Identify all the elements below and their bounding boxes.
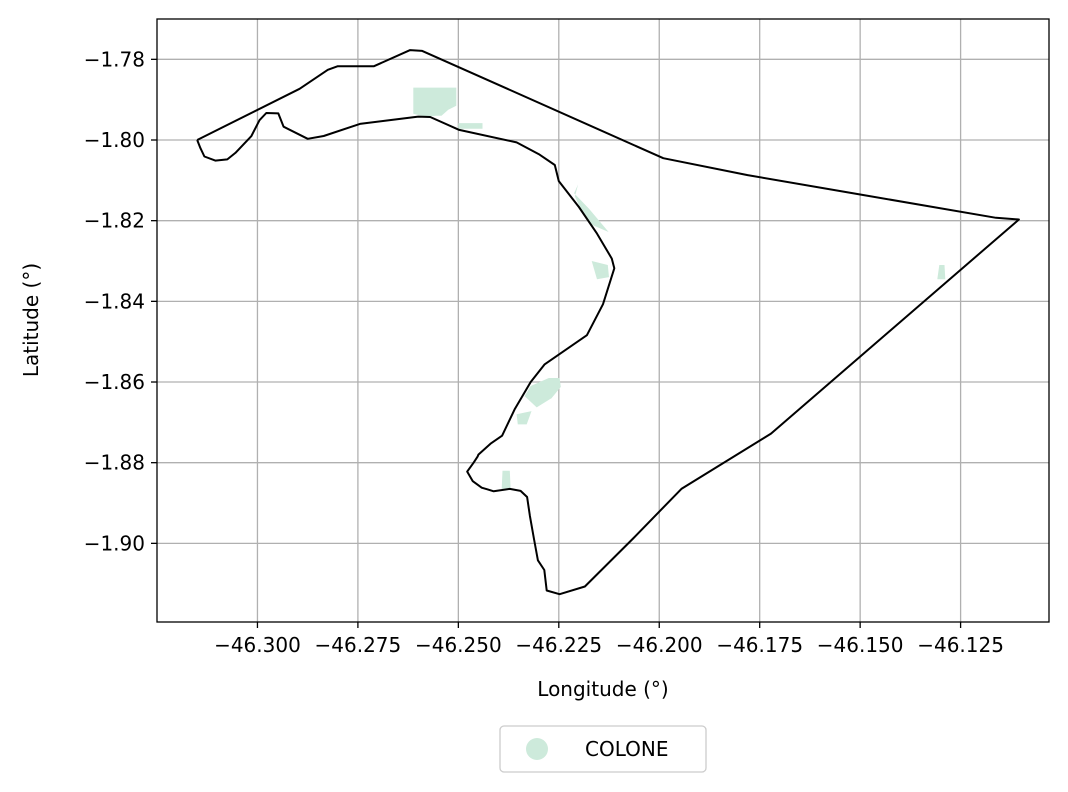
x-tick-label: −46.125 bbox=[917, 633, 1004, 657]
y-tick-label: −1.86 bbox=[84, 370, 145, 394]
legend-frame bbox=[499, 725, 707, 773]
boundary-line bbox=[196, 49, 1020, 596]
y-tick-label: −1.88 bbox=[84, 451, 145, 475]
y-tick-label: −1.82 bbox=[84, 209, 145, 233]
x-tick-label: −46.150 bbox=[817, 633, 904, 657]
legend: COLONE bbox=[499, 725, 707, 773]
colone-patch bbox=[413, 87, 457, 117]
legend-label-colone: COLONE bbox=[585, 737, 668, 761]
colone-patch bbox=[524, 378, 561, 408]
axis-ticks: −46.300 −46.275 −46.250 −46.225 −46.200 −46.1… bbox=[84, 47, 1004, 657]
y-tick-label: −1.78 bbox=[84, 47, 145, 71]
y-tick-label: −1.80 bbox=[84, 128, 145, 152]
colone-patches bbox=[413, 87, 946, 489]
plot-frame bbox=[156, 18, 1050, 623]
y-tick-label: −1.90 bbox=[84, 531, 145, 555]
x-axis-label: Longitude (°) bbox=[537, 677, 668, 701]
y-tick-label: −1.84 bbox=[84, 289, 145, 313]
x-tick-label: −46.250 bbox=[415, 633, 502, 657]
colone-patch bbox=[574, 184, 609, 232]
colone-patch bbox=[458, 123, 483, 129]
x-tick-label: −46.200 bbox=[616, 633, 703, 657]
colone-patch bbox=[516, 411, 532, 425]
y-axis-label: Latitude (°) bbox=[19, 263, 43, 377]
colone-patch bbox=[937, 265, 946, 280]
colone-patch bbox=[591, 261, 609, 280]
x-tick-label: −46.175 bbox=[716, 633, 803, 657]
x-tick-label: −46.300 bbox=[214, 633, 301, 657]
grid-lines bbox=[157, 19, 1049, 622]
legend-marker-colone bbox=[526, 738, 548, 760]
colone-patch bbox=[501, 470, 511, 489]
x-tick-label: −46.225 bbox=[515, 633, 602, 657]
boundary-outline bbox=[196, 49, 1020, 596]
x-tick-label: −46.275 bbox=[315, 633, 402, 657]
